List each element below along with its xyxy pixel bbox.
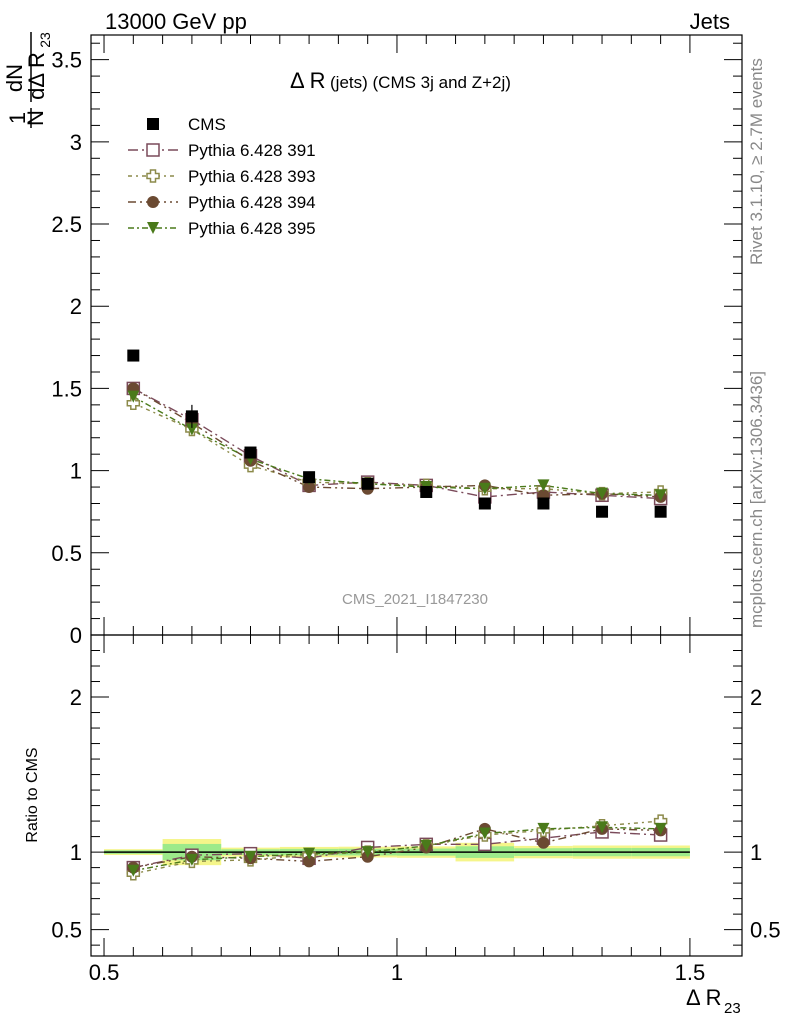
mc-point-ratio bbox=[420, 839, 433, 852]
x-tick-label: 0.5 bbox=[89, 960, 120, 985]
x-tick-label: 1.5 bbox=[675, 960, 706, 985]
series-line-main bbox=[132, 387, 661, 498]
mc-point-main bbox=[654, 489, 667, 502]
mc-point-main bbox=[596, 487, 609, 500]
cms-point bbox=[420, 485, 433, 498]
y-label-num-one: 1 bbox=[5, 112, 30, 124]
mc-point-main bbox=[185, 423, 198, 436]
series-line-ratio bbox=[133, 826, 661, 872]
cms-point bbox=[127, 349, 140, 362]
mc-point-ratio bbox=[478, 827, 491, 840]
legend: CMS Pythia 6.428 391 Pythia 6.428 393 Pythi… bbox=[128, 115, 316, 238]
y-axis-label: 1 N dN dΔ R 23 bbox=[2, 32, 53, 128]
mc-point-main bbox=[303, 481, 316, 494]
rivet-label: Rivet 3.1.10, ≥ 2.7M events bbox=[747, 58, 766, 265]
legend-label: Pythia 6.428 395 bbox=[188, 219, 316, 238]
x-axis-label: Δ R 23 bbox=[686, 985, 741, 1017]
series-line-ratio bbox=[133, 831, 661, 869]
mc-point-ratio bbox=[537, 822, 550, 835]
y-tick-label: 0 bbox=[70, 623, 82, 648]
series-line-main bbox=[132, 396, 661, 496]
chart-title-main: Δ R bbox=[290, 68, 325, 93]
x-axis-label-main: Δ R bbox=[686, 985, 721, 1010]
ratio-y-tick-label-left: 2 bbox=[70, 685, 82, 710]
mc-point-ratio bbox=[596, 821, 609, 834]
ratio-y-tick-label-left: 0.5 bbox=[51, 918, 82, 943]
cms-point bbox=[303, 471, 316, 484]
series-line-main bbox=[133, 402, 661, 495]
ratio-y-tick-label-left: 1 bbox=[70, 840, 82, 865]
ratio-y-tick-label-right: 2 bbox=[750, 685, 762, 710]
ratio-y-label: Ratio to CMS bbox=[24, 747, 41, 842]
y-label-den: dΔ R bbox=[24, 52, 49, 100]
series-line-ratio bbox=[133, 828, 661, 869]
ratio-y-tick-label-right: 1 bbox=[750, 840, 762, 865]
series-line-ratio bbox=[133, 820, 661, 875]
chart-title: Δ R (jets) (CMS 3j and Z+2j) bbox=[290, 68, 511, 93]
legend-label: Pythia 6.428 393 bbox=[188, 167, 316, 186]
series-line-main bbox=[132, 387, 661, 500]
mc-point-main bbox=[478, 482, 491, 495]
cms-point bbox=[244, 446, 257, 459]
header-left: 13000 GeV pp bbox=[105, 9, 247, 34]
mc-point-main bbox=[537, 479, 550, 492]
series-layer bbox=[126, 349, 668, 881]
cms-point bbox=[596, 505, 609, 518]
cms-point bbox=[361, 477, 374, 490]
cms-point bbox=[537, 497, 550, 510]
legend-marker bbox=[146, 143, 160, 157]
x-axis-label-sub: 23 bbox=[724, 1000, 741, 1017]
ticks-layer: 0.5 1 1.5 0 0.5 1 1.5 2 2.5 3 3.5 0.5 0.5 1 1 2 2 bbox=[51, 35, 781, 985]
mc-point-ratio bbox=[244, 850, 257, 863]
legend-label: CMS bbox=[188, 115, 226, 134]
legend-marker bbox=[147, 118, 159, 130]
y-label-num: dN bbox=[2, 64, 27, 92]
y-tick-label: 1.5 bbox=[51, 376, 82, 401]
legend-marker bbox=[147, 222, 159, 234]
legend-label: Pythia 6.428 394 bbox=[188, 193, 316, 212]
y-label-den-one: N bbox=[23, 110, 48, 126]
analysis-watermark: CMS_2021_I1847230 bbox=[342, 591, 488, 608]
mc-point-ratio bbox=[303, 847, 316, 860]
ratio-y-tick-label-right: 0.5 bbox=[750, 918, 781, 943]
ratio-panel-frame bbox=[90, 634, 743, 957]
cms-point bbox=[185, 410, 198, 423]
y-tick-label: 0.5 bbox=[51, 541, 82, 566]
mc-point-main bbox=[127, 390, 140, 403]
x-tick-label: 1 bbox=[391, 960, 403, 985]
mc-point-ratio bbox=[537, 836, 550, 849]
cms-point bbox=[654, 505, 667, 518]
mc-point-ratio bbox=[127, 864, 140, 877]
mcplots-label: mcplots.cern.ch [arXiv:1306.3436] bbox=[747, 371, 766, 628]
y-tick-label: 3.5 bbox=[51, 48, 82, 73]
legend-label: Pythia 6.428 391 bbox=[188, 141, 316, 160]
cms-point bbox=[478, 497, 491, 510]
y-label-den-sub: 23 bbox=[37, 32, 53, 48]
mc-point-ratio bbox=[361, 846, 374, 859]
y-tick-label: 2.5 bbox=[51, 212, 82, 237]
legend-marker bbox=[147, 196, 159, 208]
header-right: Jets bbox=[690, 9, 730, 34]
y-tick-label: 3 bbox=[70, 130, 82, 155]
mc-point-ratio bbox=[654, 822, 667, 835]
mc-point-main bbox=[126, 396, 141, 410]
legend-marker bbox=[146, 169, 160, 183]
y-tick-label: 1 bbox=[70, 459, 82, 484]
chart-title-rest: (jets) (CMS 3j and Z+2j) bbox=[330, 73, 511, 92]
mc-point-ratio bbox=[303, 855, 316, 868]
mc-point-ratio bbox=[185, 853, 198, 866]
y-tick-label: 2 bbox=[70, 294, 82, 319]
